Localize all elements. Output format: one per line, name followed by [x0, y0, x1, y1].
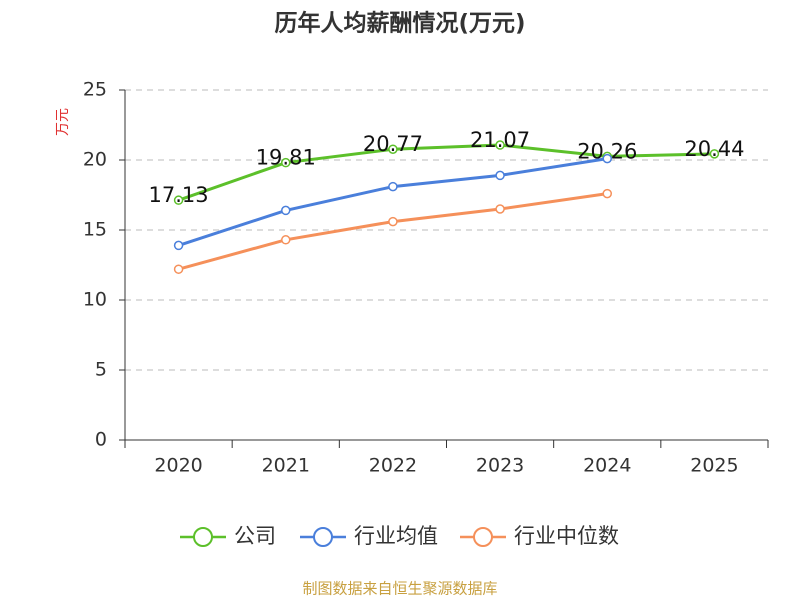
y-tick-label: 10 — [83, 289, 107, 311]
y-tick-label: 0 — [95, 429, 107, 451]
x-tick-label: 2023 — [476, 455, 524, 477]
data-point — [495, 170, 505, 181]
data-label: 17.13 — [149, 183, 209, 207]
chart-title: 历年人均薪酬情况(万元) — [274, 10, 525, 37]
x-tick-label: 2022 — [369, 455, 417, 477]
data-point — [173, 264, 184, 274]
series-line — [178, 192, 608, 271]
y-tick-label: 5 — [95, 359, 107, 381]
y-tick-label: 25 — [83, 79, 107, 101]
data-point — [709, 149, 720, 159]
y-axis-label: 万元 — [55, 108, 71, 136]
legend-label: 行业中位数 — [514, 524, 619, 548]
x-tick-label: 2021 — [262, 455, 310, 477]
data-point — [495, 204, 505, 214]
data-point — [281, 157, 291, 168]
data-point — [388, 181, 398, 192]
legend-label: 行业均值 — [354, 524, 438, 548]
legend-label: 公司 — [234, 524, 276, 548]
data-label: 20.44 — [684, 137, 744, 161]
data-point — [388, 216, 398, 227]
y-tick-label: 15 — [83, 219, 107, 241]
data-label: 20.77 — [363, 132, 423, 156]
legend-marker — [193, 527, 213, 547]
data-label: 21.07 — [470, 128, 530, 152]
x-tick-label: 2024 — [583, 455, 631, 477]
x-tick-label: 2020 — [154, 455, 202, 477]
data-point — [173, 195, 184, 205]
data-point — [281, 235, 291, 245]
data-point — [602, 188, 612, 199]
data-point — [173, 240, 184, 251]
data-label: 19.81 — [256, 146, 316, 170]
legend-marker — [313, 527, 333, 547]
y-tick-label: 20 — [83, 149, 107, 171]
data-point — [388, 144, 398, 154]
source-note: 制图数据来自恒生聚源数据库 — [302, 580, 497, 598]
x-tick-label: 2025 — [690, 455, 738, 477]
legend-marker — [473, 527, 493, 547]
data-point — [281, 205, 291, 216]
data-point — [495, 140, 505, 150]
data-point — [602, 153, 612, 164]
series-line — [178, 143, 715, 202]
